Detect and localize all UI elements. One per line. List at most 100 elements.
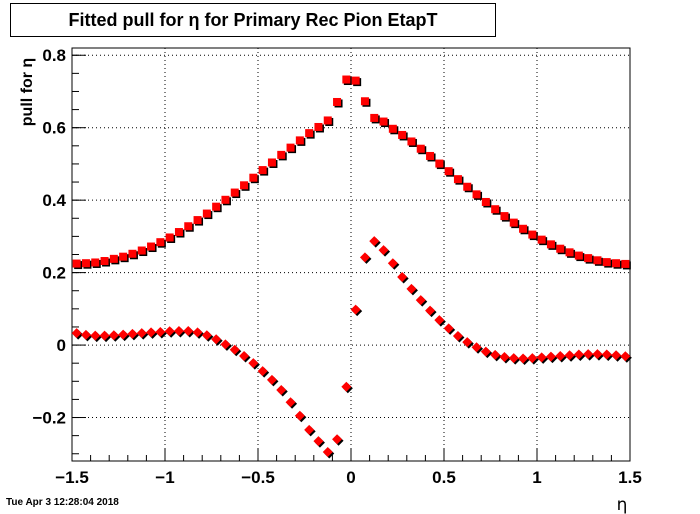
diamond-marker <box>527 353 538 364</box>
diamond-marker <box>387 258 398 269</box>
diamond-marker <box>480 346 491 357</box>
square-marker <box>546 240 555 249</box>
diamond-marker <box>108 330 119 341</box>
square-marker <box>156 238 165 247</box>
diamond-marker <box>304 424 315 435</box>
diamond-marker <box>471 342 482 353</box>
diamond-marker <box>434 315 445 326</box>
diamond-marker <box>136 328 147 339</box>
diamond-marker <box>350 304 361 315</box>
diamond-marker <box>192 327 203 338</box>
square-marker <box>258 166 267 175</box>
diamond-marker <box>536 352 547 363</box>
grid-lines <box>72 48 630 461</box>
title-box: Fitted pull for η for Primary Rec Pion E… <box>10 3 496 37</box>
diamond-marker <box>276 384 287 395</box>
diamond-marker <box>332 434 343 445</box>
diamond-marker <box>601 349 612 360</box>
x-tick-label: 0 <box>346 468 355 487</box>
square-marker <box>137 246 146 255</box>
square-marker <box>91 258 100 267</box>
square-marker <box>81 259 90 268</box>
diamond-marker <box>564 350 575 361</box>
square-marker <box>602 258 611 267</box>
diamond-marker <box>452 331 463 342</box>
chart-title: Fitted pull for η for Primary Rec Pion E… <box>68 10 438 30</box>
diamond-marker <box>285 397 296 408</box>
square-marker <box>453 175 462 184</box>
square-marker <box>370 113 379 122</box>
square-marker <box>221 195 230 204</box>
diamond-marker <box>71 328 82 339</box>
diamond-marker <box>220 339 231 350</box>
square-marker <box>314 122 323 131</box>
y-tick-label: 0.8 <box>42 46 66 65</box>
square-marker <box>463 182 472 191</box>
square-marker <box>565 248 574 257</box>
diamond-marker <box>127 328 138 339</box>
square-marker <box>491 205 500 214</box>
square-marker <box>444 167 453 176</box>
square-marker <box>481 197 490 206</box>
square-marker <box>584 254 593 263</box>
square-marker <box>119 252 128 261</box>
square-marker <box>509 218 518 227</box>
square-marker <box>426 151 435 160</box>
diamond-marker <box>322 446 333 457</box>
diamond-marker <box>313 436 324 447</box>
diamond-marker <box>499 352 510 363</box>
diamond-marker <box>555 350 566 361</box>
square-marker <box>212 202 221 211</box>
square-marker <box>612 259 621 268</box>
square-marker <box>528 230 537 239</box>
plot-frame <box>71 47 631 462</box>
square-marker <box>286 143 295 152</box>
diamond-marker <box>248 358 259 369</box>
square-marker <box>416 144 425 153</box>
diamond-marker <box>211 334 222 345</box>
diamond-marker <box>415 295 426 306</box>
y-axis-label: pull for η <box>19 58 36 126</box>
diamond-marker <box>369 236 380 247</box>
diamond-marker <box>201 330 212 341</box>
square-marker <box>351 76 360 85</box>
square-marker <box>72 259 81 268</box>
diamond-marker <box>155 327 166 338</box>
diamond-marker <box>257 366 268 377</box>
timestamp: Tue Apr 3 12:28:04 2018 <box>6 497 119 508</box>
diamond-marker <box>239 350 250 361</box>
diamond-marker <box>425 305 436 316</box>
square-marker <box>323 116 332 125</box>
diamond-marker <box>462 337 473 348</box>
square-marker <box>147 242 156 251</box>
x-tick-label: 1.5 <box>618 468 642 487</box>
square-marker <box>267 158 276 167</box>
diamond-marker <box>611 350 622 361</box>
diamond-marker <box>508 353 519 364</box>
square-marker <box>621 259 630 268</box>
diamond-marker <box>573 349 584 360</box>
diamond-marker <box>229 344 240 355</box>
diamond-marker <box>146 327 157 338</box>
square-marker <box>379 117 388 126</box>
square-marker <box>109 254 118 263</box>
diamond-marker <box>406 283 417 294</box>
square-marker <box>174 228 183 237</box>
square-marker <box>388 124 397 133</box>
y-tick-label: −0.2 <box>32 409 66 428</box>
diamond-marker <box>545 351 556 362</box>
square-marker <box>435 159 444 168</box>
x-axis-label: η <box>617 495 628 514</box>
square-marker <box>165 233 174 242</box>
y-tick-label: 0 <box>57 336 66 355</box>
square-marker <box>472 190 481 199</box>
diamond-marker <box>397 271 408 282</box>
square-marker <box>295 136 304 145</box>
square-marker <box>193 216 202 225</box>
diamond-marker <box>490 349 501 360</box>
square-marker <box>342 75 351 84</box>
square-marker <box>249 173 258 182</box>
square-marker <box>128 249 137 258</box>
square-marker <box>398 130 407 139</box>
